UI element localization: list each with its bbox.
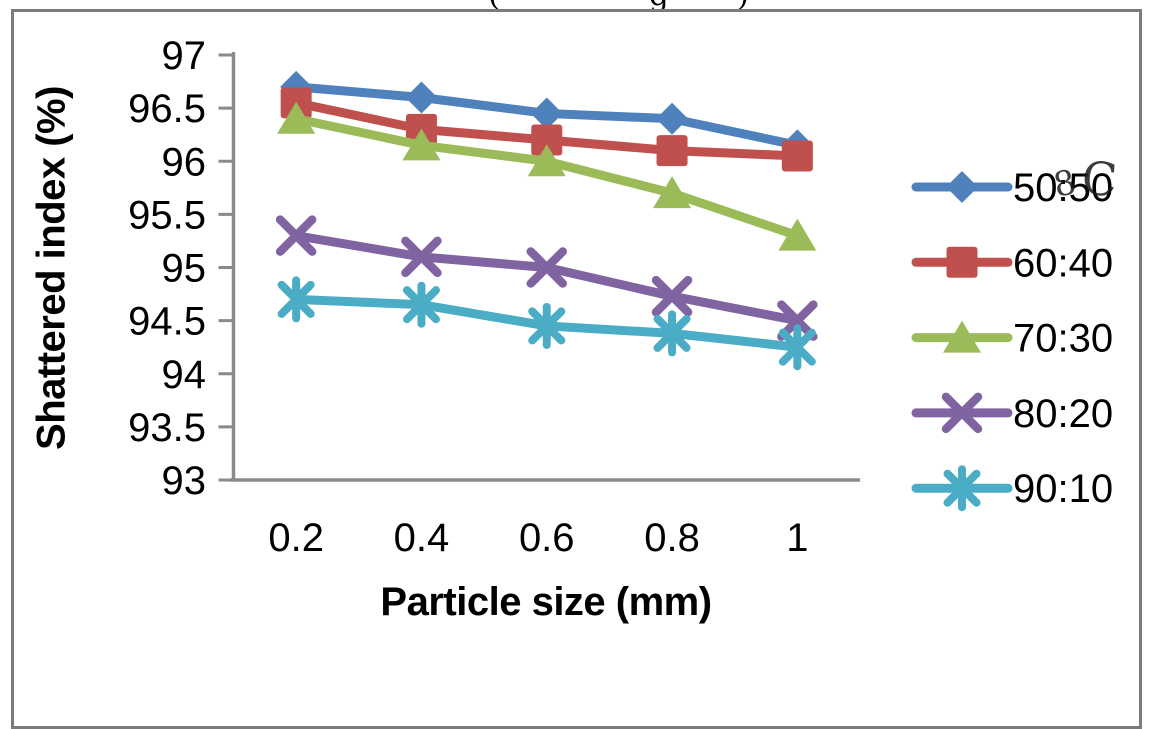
marker-x bbox=[401, 236, 442, 278]
x-tick-label: 0.6 bbox=[519, 516, 575, 560]
marker-asterisk bbox=[943, 469, 981, 507]
marker-asterisk bbox=[277, 280, 315, 318]
marker-diamond bbox=[530, 97, 563, 130]
stray-mark-glyph: C bbox=[1080, 150, 1120, 208]
caption-fragment-glyph: g bbox=[649, 0, 669, 9]
y-tick-label: 96 bbox=[162, 140, 207, 184]
legend-item: 90:10 bbox=[911, 467, 1113, 511]
y-tick-label: 96.5 bbox=[128, 87, 206, 131]
legend-label: 70:30 bbox=[1013, 317, 1113, 361]
y-tick-label: 94 bbox=[162, 353, 207, 397]
cropped-caption-fragments: ( g) bbox=[0, 0, 1149, 9]
marker-asterisk bbox=[528, 307, 566, 345]
y-tick-label: 95.5 bbox=[128, 193, 206, 237]
legend-label: 50:50 bbox=[1013, 166, 1113, 210]
y-tick-label: 93 bbox=[162, 459, 207, 503]
marker-square bbox=[531, 124, 563, 156]
marker-asterisk bbox=[402, 286, 440, 324]
x-tick-label: 0.2 bbox=[268, 516, 324, 560]
marker-triangle bbox=[402, 128, 441, 161]
marker-square bbox=[946, 246, 978, 278]
marker-diamond bbox=[656, 102, 689, 135]
marker-triangle bbox=[778, 218, 817, 251]
marker-triangle bbox=[943, 320, 981, 353]
marker-triangle bbox=[653, 176, 692, 209]
marker-x bbox=[275, 215, 317, 256]
x-tick-label: 0.8 bbox=[644, 516, 700, 560]
caption-fragment-glyph: ( bbox=[488, 0, 500, 9]
marker-diamond bbox=[405, 81, 438, 114]
marker-x bbox=[941, 392, 983, 434]
y-tick-label: 95 bbox=[162, 247, 207, 291]
y-tick-label: 97 bbox=[162, 34, 207, 78]
y-tick-label: 94.5 bbox=[128, 300, 206, 344]
marker-diamond bbox=[946, 171, 978, 203]
y-axis-title: Shattered index (%) bbox=[29, 86, 74, 450]
marker-square bbox=[656, 135, 688, 167]
caption-fragment-glyph: ) bbox=[737, 0, 749, 9]
marker-square bbox=[781, 140, 813, 172]
x-axis-title: Particle size (mm) bbox=[380, 580, 712, 624]
y-tick-label: 93.5 bbox=[128, 406, 206, 450]
legend-label: 60:40 bbox=[1013, 241, 1113, 285]
x-tick-label: 0.4 bbox=[394, 516, 450, 560]
x-tick-label: 1 bbox=[786, 516, 808, 560]
marker-asterisk bbox=[778, 328, 816, 366]
legend-item: 60:40 bbox=[911, 241, 1113, 285]
marker-triangle bbox=[527, 144, 566, 177]
line-chart: 97 96.5 96 95.5 95 94.5 94 93.5 93 0.2 0.4 0.6 0.8 1 5… bbox=[128, 34, 1113, 560]
marker-x bbox=[651, 275, 693, 317]
legend-label: 80:20 bbox=[1013, 392, 1113, 436]
legend-label: 90:10 bbox=[1013, 467, 1113, 511]
marker-x bbox=[526, 247, 567, 288]
marker-triangle bbox=[277, 101, 316, 134]
legend-item: 50:50 bbox=[911, 166, 1113, 210]
marker-asterisk bbox=[653, 314, 691, 352]
legend-item: 70:30 bbox=[911, 317, 1113, 361]
